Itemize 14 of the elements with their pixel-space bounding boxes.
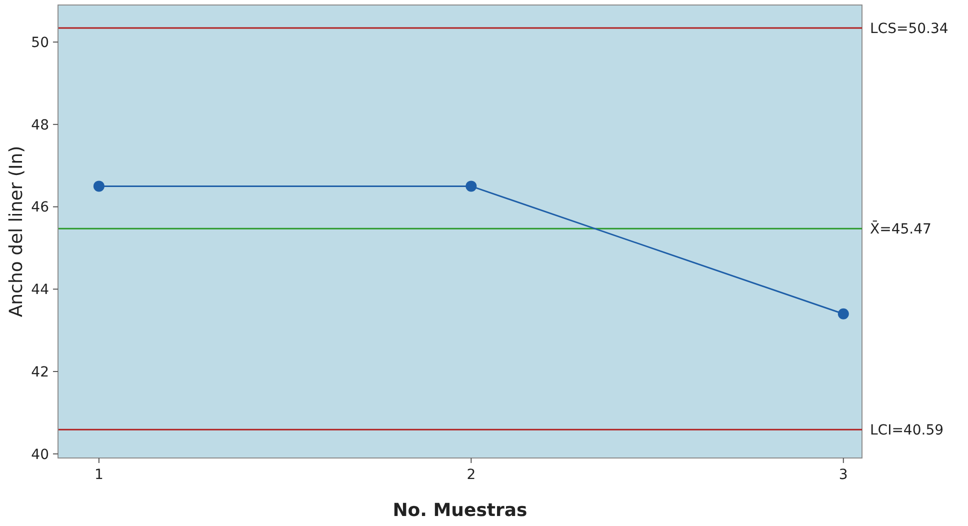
y-tick-label: 40 xyxy=(31,446,49,463)
ref-line-label: X̄=45.47 xyxy=(870,220,932,238)
ref-line-label: LCI=40.59 xyxy=(870,422,944,438)
y-tick-label: 48 xyxy=(31,117,49,134)
x-tick-label: 2 xyxy=(466,467,476,483)
x-axis-title: No. Muestras xyxy=(392,500,528,521)
x-tick-label: 3 xyxy=(838,467,848,483)
y-tick-label: 42 xyxy=(31,364,49,380)
y-tick-label: 44 xyxy=(31,282,50,298)
y-axis-title: Ancho del liner (In) xyxy=(6,146,27,318)
x-tick-label: 1 xyxy=(94,467,104,483)
y-tick-label: 50 xyxy=(31,34,49,51)
ref-line-label: LCS=50.34 xyxy=(870,20,948,37)
y-tick-label: 46 xyxy=(31,200,50,216)
